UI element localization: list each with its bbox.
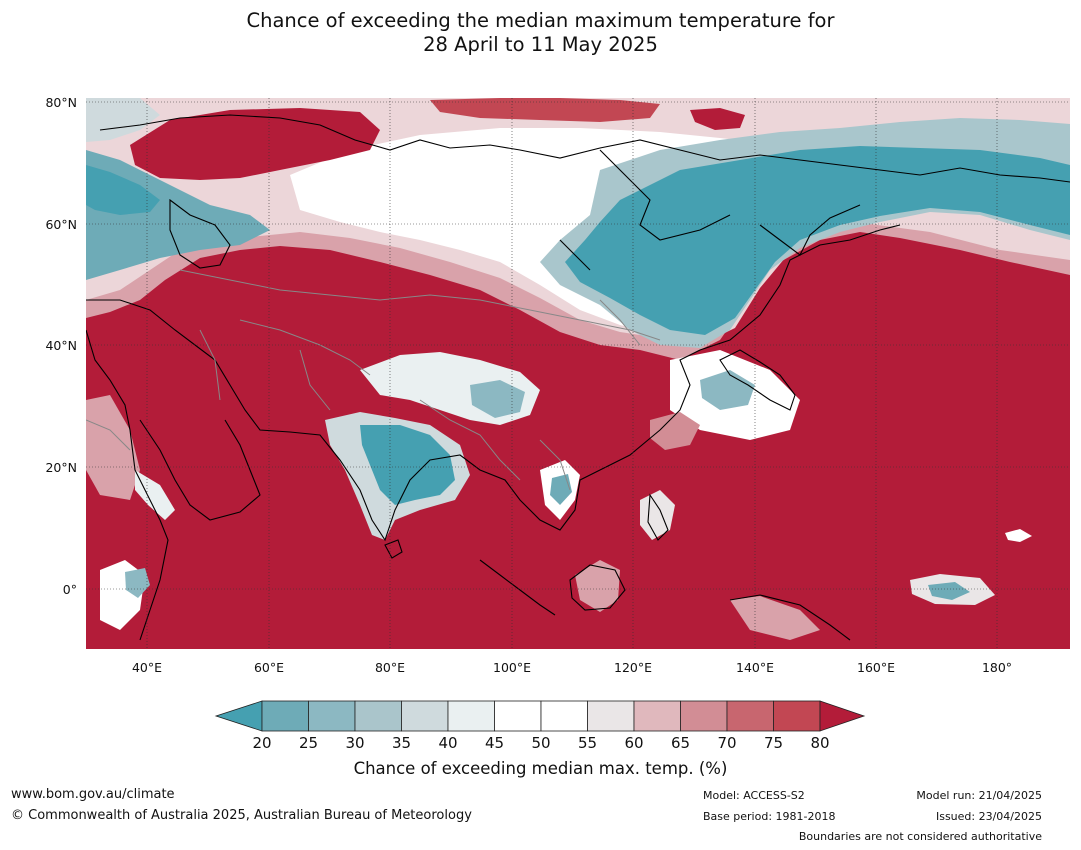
colorbar-bin-20-25	[261, 700, 309, 732]
lon-label-40e: 40°E	[131, 660, 163, 675]
lat-label-20n: 20°N	[45, 460, 77, 475]
lon-label-100e: 100°E	[492, 660, 532, 675]
colorbar-bin-25-30	[308, 700, 356, 732]
lon-label-60e: 60°E	[253, 660, 285, 675]
lon-label-80e: 80°E	[374, 660, 406, 675]
light-blue-west-arctic	[86, 98, 160, 142]
new-guinea-pink	[730, 596, 820, 640]
west-pacific-pink-1	[650, 412, 700, 450]
colorbar-bin-40-45	[447, 700, 495, 732]
coastlines	[86, 114, 1070, 641]
tibet-below-median	[470, 380, 525, 418]
colorbar-bin-45-50	[494, 700, 542, 732]
lat-label-40n: 40°N	[45, 338, 77, 353]
below-median-east-siberia	[565, 146, 1070, 335]
colorbar-tick: 20	[252, 734, 272, 752]
colorbar	[214, 700, 866, 732]
issued-date: Issued: 23/04/2025	[935, 810, 1042, 823]
colorbar-low-extend	[214, 700, 263, 732]
below-median-scandinavia	[86, 165, 160, 215]
model-run-date: Model run: 21/04/2025	[916, 789, 1042, 802]
indochina-below	[550, 474, 572, 505]
colorbar-tick: 50	[531, 734, 551, 752]
lat-label-0: 0°	[62, 582, 77, 597]
colorbar-tick: 75	[763, 734, 784, 752]
lat-label-80n: 80°N	[45, 95, 77, 110]
japan-below-patches	[700, 370, 755, 410]
lat-label-60n: 60°N	[45, 217, 77, 232]
pacific-patch-1b	[928, 582, 970, 600]
red-patch-taimyr	[690, 108, 745, 130]
model-name: Model: ACCESS-S2	[703, 789, 805, 802]
colorbar-bin-70-75	[726, 700, 774, 732]
red-patch-north-europe	[130, 108, 380, 180]
colorbar-tick: 25	[298, 734, 319, 752]
colorbar-bin-55-60	[587, 700, 635, 732]
colorbar-bin-65-70	[680, 700, 728, 732]
colorbar-tick: 60	[624, 734, 644, 752]
graticule	[86, 98, 1070, 649]
map-field	[86, 98, 1070, 649]
colorbar-bin-50-55	[540, 700, 588, 732]
colorbar-tick: 30	[345, 734, 365, 752]
colorbar-tick: 55	[577, 734, 598, 752]
map-title: Chance of exceeding the median maximum t…	[0, 9, 1081, 57]
boundaries-disclaimer: Boundaries are not considered authoritat…	[798, 830, 1042, 843]
base-period: Base period: 1981-2018	[703, 810, 836, 823]
lon-label-120e: 120°E	[613, 660, 653, 675]
title-line-1: Chance of exceeding the median maximum t…	[246, 9, 835, 32]
east-africa-below	[125, 568, 150, 598]
colorbar-tick: 40	[438, 734, 458, 752]
colorbar-label: Chance of exceeding median max. temp. (%…	[353, 759, 728, 778]
copyright-text: © Commonwealth of Australia 2025, Austra…	[11, 808, 472, 823]
colorbar-high-extend	[819, 700, 866, 732]
red-sea-patch	[135, 470, 175, 520]
colorbar-bin-60-65	[633, 700, 681, 732]
lon-label-160e: 160°E	[856, 660, 896, 675]
colorbar-bin-30-35	[354, 700, 402, 732]
pacific-patch-2	[1005, 529, 1032, 542]
colorbar-tick: 45	[484, 734, 505, 752]
colorbar-tick: 70	[717, 734, 737, 752]
colorbar-bin-75-80	[773, 700, 821, 732]
philippines-patch	[640, 490, 675, 540]
red-patch-arctic	[430, 98, 660, 122]
lon-label-140e: 140°E	[735, 660, 775, 675]
title-line-2: 28 April to 11 May 2025	[423, 33, 658, 56]
india-below-median	[360, 425, 455, 505]
arabia-pink	[86, 395, 140, 500]
country-borders	[86, 269, 661, 491]
colorbar-tick: 35	[391, 734, 412, 752]
colorbar-tick: 65	[670, 734, 691, 752]
colorbar-tick: 80	[810, 734, 830, 752]
lon-label-180: 180°	[981, 660, 1013, 675]
borneo-pink	[575, 560, 620, 612]
website-link[interactable]: www.bom.gov.au/climate	[11, 787, 175, 802]
colorbar-bin-35-40	[401, 700, 449, 732]
